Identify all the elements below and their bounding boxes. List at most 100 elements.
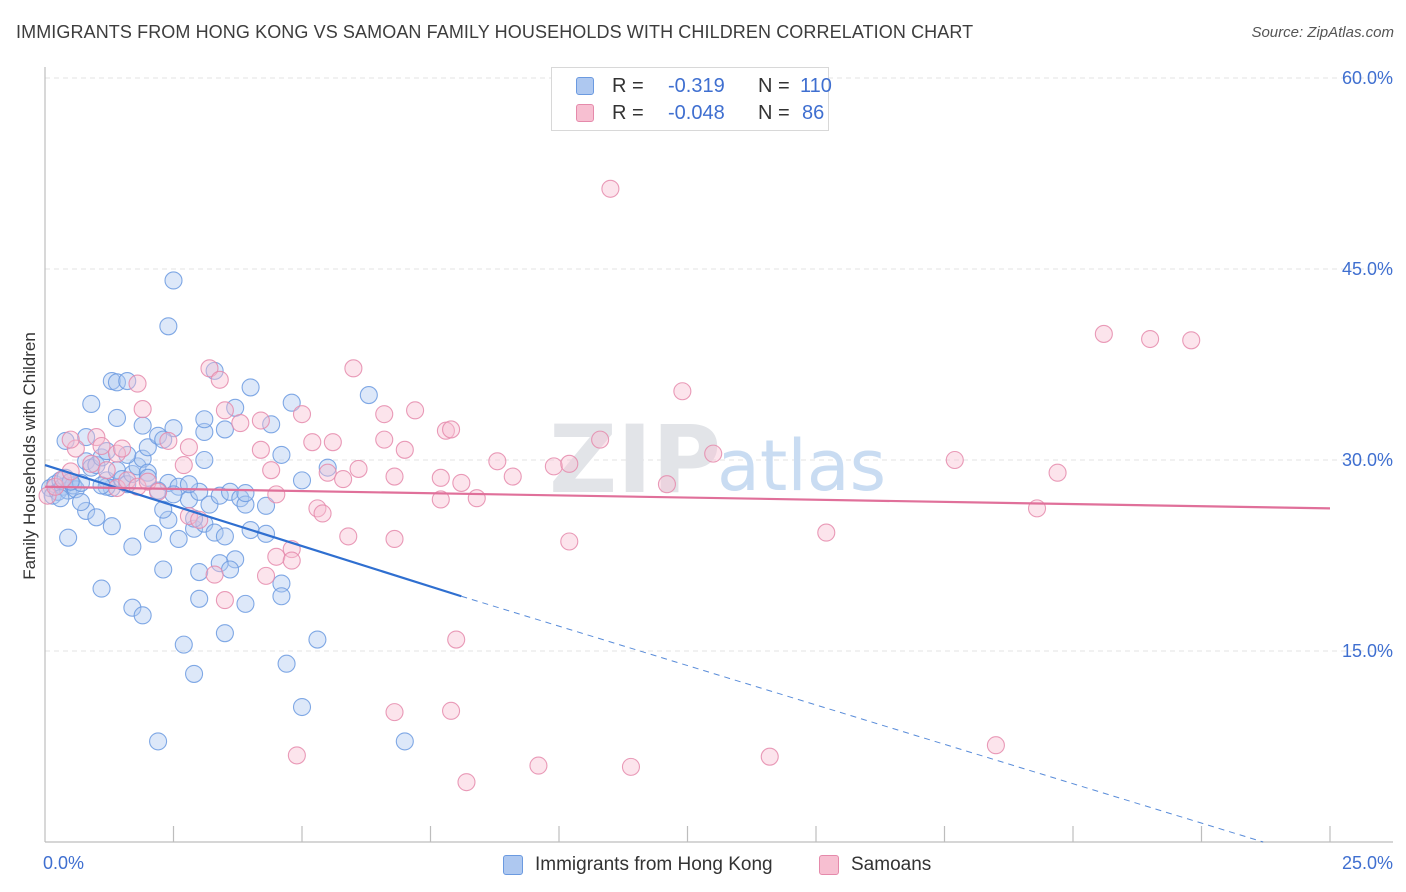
trend-lines: [44, 464, 1331, 843]
point-hong-kong: [149, 732, 168, 751]
point-hong-kong: [59, 528, 78, 547]
legend-label-samoans: Samoans: [851, 854, 932, 875]
point-samoans: [231, 414, 250, 433]
y-tick-label: 45.0%: [1342, 259, 1393, 279]
point-hong-kong: [82, 394, 101, 414]
y-tick-label: 30.0%: [1342, 450, 1393, 470]
point-samoans: [267, 485, 286, 504]
series-legend: Immigrants from Hong Kong Samoans: [0, 852, 1406, 878]
point-hong-kong: [190, 589, 209, 608]
x-tick-label: 0.0%: [43, 853, 84, 873]
point-samoans: [267, 547, 286, 566]
legend-n-value: 110: [800, 74, 832, 97]
legend-swatch-hong-kong: [576, 77, 594, 95]
point-samoans: [560, 532, 579, 551]
source-label: Source: ZipAtlas.com: [1251, 24, 1394, 41]
point-hong-kong: [282, 393, 301, 412]
point-samoans: [251, 440, 270, 459]
point-samoans: [503, 467, 522, 486]
point-samoans: [657, 475, 676, 494]
point-hong-kong: [308, 630, 327, 649]
point-hong-kong: [292, 697, 312, 717]
point-samoans: [61, 430, 80, 449]
legend-swatch-hong-kong: [503, 855, 523, 875]
point-hong-kong: [318, 458, 337, 477]
point-samoans: [308, 499, 327, 518]
point-hong-kong: [205, 361, 224, 380]
point-hong-kong: [87, 508, 106, 527]
point-samoans: [97, 461, 116, 480]
point-hong-kong: [195, 422, 214, 442]
point-hong-kong: [118, 372, 137, 391]
legend-item-hong-kong[interactable]: Immigrants from Hong Kong: [503, 852, 773, 878]
legend-swatch-samoans: [819, 855, 839, 875]
point-hong-kong: [215, 420, 234, 439]
point-samoans: [945, 450, 964, 470]
point-samoans: [406, 401, 425, 420]
point-hong-kong: [262, 415, 281, 434]
point-hong-kong: [123, 598, 142, 617]
point-hong-kong: [241, 378, 260, 397]
point-hong-kong: [395, 732, 414, 751]
point-samoans: [544, 457, 563, 476]
legend-r-value: -0.048: [668, 101, 725, 124]
point-samoans: [210, 370, 229, 389]
point-hong-kong: [107, 408, 127, 428]
point-hong-kong: [215, 527, 234, 546]
point-samoans: [452, 473, 471, 492]
point-hong-kong: [292, 471, 312, 490]
trend-line-hong-kong-extension: [461, 595, 1264, 843]
legend-swatch-samoans: [576, 104, 594, 122]
point-hong-kong: [226, 550, 245, 569]
point-samoans: [1048, 463, 1067, 482]
point-hong-kong: [190, 563, 209, 582]
point-samoans: [287, 746, 306, 765]
point-hong-kong: [133, 449, 152, 468]
point-samoans: [1141, 329, 1160, 349]
point-samoans: [375, 430, 394, 449]
point-hong-kong: [215, 624, 234, 643]
point-samoans: [215, 591, 234, 610]
point-samoans: [256, 566, 276, 585]
point-hong-kong: [272, 445, 291, 464]
point-hong-kong: [195, 450, 214, 470]
legend-item-samoans[interactable]: Samoans: [819, 852, 931, 878]
point-samoans: [128, 374, 147, 393]
point-samoans: [673, 382, 692, 401]
point-samoans: [323, 433, 342, 452]
point-samoans: [467, 489, 486, 508]
point-hong-kong: [236, 484, 255, 503]
point-hong-kong: [159, 317, 178, 336]
point-hong-kong: [210, 554, 229, 573]
point-hong-kong: [138, 468, 157, 487]
point-samoans: [431, 468, 450, 487]
point-samoans: [457, 773, 476, 792]
point-hong-kong: [97, 442, 116, 461]
point-hong-kong: [159, 510, 178, 529]
point-hong-kong: [77, 501, 96, 520]
legend-n-label: N =: [758, 74, 790, 97]
point-samoans: [174, 456, 193, 475]
point-hong-kong: [133, 606, 152, 625]
point-hong-kong: [159, 473, 178, 492]
point-samoans: [66, 439, 85, 458]
legend-r-value: -0.319: [668, 74, 725, 97]
series-hong-kong-points: [41, 271, 414, 751]
point-samoans: [205, 565, 224, 584]
point-samoans: [1182, 331, 1201, 350]
point-hong-kong: [200, 495, 219, 514]
point-hong-kong: [205, 523, 224, 542]
x-tick-label: 25.0%: [1342, 853, 1393, 873]
point-samoans: [82, 454, 101, 473]
point-hong-kong: [92, 579, 111, 598]
chart-title: IMMIGRANTS FROM HONG KONG VS SAMOAN FAMI…: [16, 22, 974, 42]
point-hong-kong: [143, 524, 162, 543]
legend-n-label: N =: [758, 101, 790, 124]
point-hong-kong: [220, 560, 240, 579]
point-hong-kong: [138, 438, 157, 457]
point-samoans: [339, 527, 358, 546]
point-samoans: [262, 461, 281, 480]
point-samoans: [704, 444, 723, 463]
point-samoans: [292, 405, 312, 424]
point-samoans: [385, 703, 404, 722]
